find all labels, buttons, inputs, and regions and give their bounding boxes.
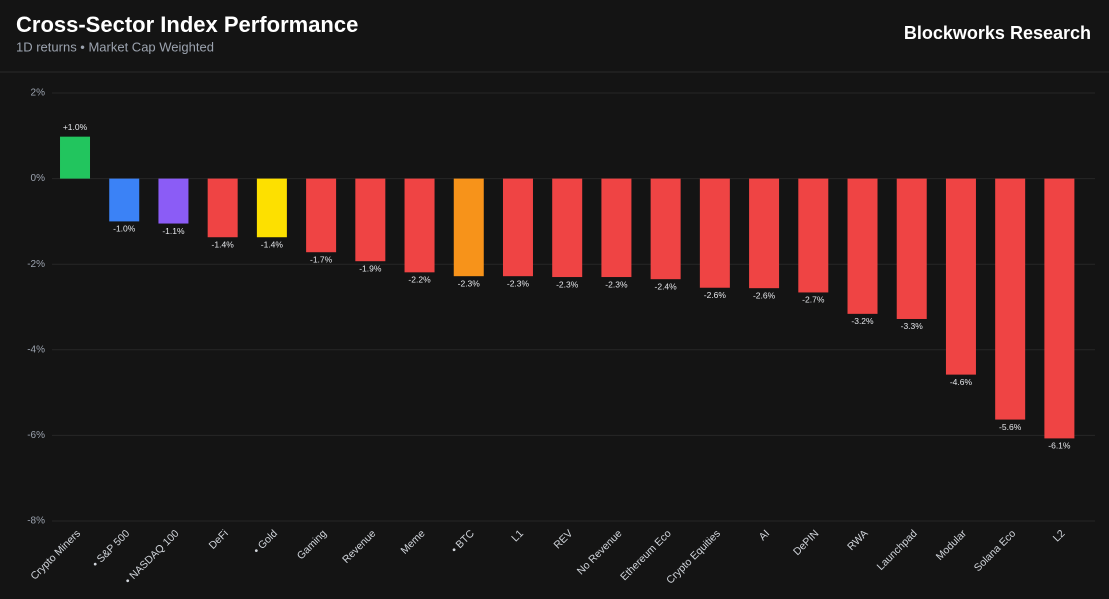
y-tick-label: 0% <box>31 173 46 184</box>
bar <box>502 178 533 277</box>
y-tick-label: 2% <box>31 88 46 99</box>
value-label: -1.0% <box>113 224 136 234</box>
bar <box>453 178 484 277</box>
y-tick-label: -2% <box>27 259 45 270</box>
value-label: -2.4% <box>655 281 678 291</box>
bar <box>306 178 337 253</box>
value-label: -2.7% <box>802 295 825 305</box>
value-label: -2.3% <box>458 278 481 288</box>
bar <box>552 178 583 278</box>
bar <box>207 178 238 238</box>
bar <box>896 178 927 319</box>
bar <box>749 178 780 289</box>
bar <box>601 178 632 278</box>
value-label: -6.1% <box>1048 441 1071 451</box>
bar <box>1044 178 1075 439</box>
bar <box>158 178 189 224</box>
value-label: -1.1% <box>162 226 185 236</box>
value-label: +1.0% <box>63 122 88 132</box>
value-label: -3.2% <box>851 316 874 326</box>
bar <box>355 178 386 262</box>
y-tick-label: -4% <box>27 344 45 355</box>
value-label: -2.3% <box>556 279 579 289</box>
value-label: -2.2% <box>408 275 431 285</box>
bar <box>256 178 287 238</box>
value-label: -1.7% <box>310 254 333 264</box>
bar <box>650 178 681 280</box>
bar <box>699 178 730 288</box>
bar <box>109 178 140 222</box>
bar <box>847 178 878 314</box>
y-tick-label: -6% <box>27 430 45 441</box>
value-label: -2.3% <box>605 279 628 289</box>
value-label: -1.4% <box>261 239 284 249</box>
bar <box>404 178 435 273</box>
bar <box>60 136 91 179</box>
bar <box>798 178 829 293</box>
chart-subtitle: 1D returns • Market Cap Weighted <box>16 39 214 54</box>
chart-title: Cross-Sector Index Performance <box>16 12 358 37</box>
value-label: -2.6% <box>753 290 776 300</box>
bar <box>945 178 976 375</box>
value-label: -1.4% <box>212 239 235 249</box>
value-label: -4.6% <box>950 377 973 387</box>
bar <box>995 178 1026 420</box>
brand: Blockworks Research <box>904 23 1091 43</box>
y-tick-label: -8% <box>27 516 45 527</box>
value-label: -3.3% <box>901 321 924 331</box>
value-label: -5.6% <box>999 422 1022 432</box>
value-label: -2.3% <box>507 278 530 288</box>
value-label: -2.6% <box>704 290 727 300</box>
value-label: -1.9% <box>359 263 382 273</box>
